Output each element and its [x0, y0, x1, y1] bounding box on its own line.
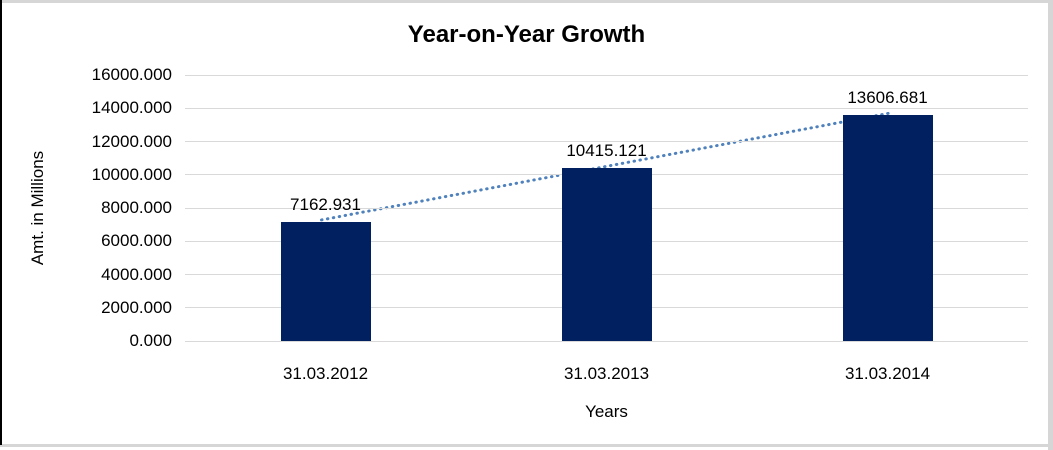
x-axis-title: Years	[585, 402, 628, 421]
x-tick-label: 31.03.2013	[563, 364, 650, 383]
frame-border-right	[1048, 0, 1053, 450]
y-tick-label: 8000.000	[101, 198, 172, 217]
frame-border-top	[0, 0, 1053, 3]
y-tick-label: 10000.000	[91, 164, 172, 184]
y-tick-label: 6000.000	[101, 231, 172, 251]
plot-area: 7162.931 10415.121 13606.681	[185, 74, 1028, 342]
y-tick-label: 16000.000	[91, 65, 172, 84]
chart-title: Year-on-Year Growth	[407, 21, 646, 48]
gridline	[185, 74, 1028, 76]
bar-value-label: 10415.121	[566, 140, 647, 160]
y-tick-label: 14000.000	[91, 98, 172, 118]
bar-31.03.2012	[280, 221, 371, 341]
frame-border-left	[0, 0, 2, 445]
x-tick-label: 31.03.2012	[282, 364, 369, 383]
x-tick-label: 31.03.2014	[844, 364, 931, 383]
gridline	[185, 340, 1028, 342]
bar-31.03.2013	[561, 167, 652, 341]
bar-value-label: 13606.681	[847, 87, 928, 107]
y-tick-label: 2000.000	[101, 297, 172, 317]
gridline	[185, 107, 1028, 109]
gridline	[185, 141, 1028, 142]
frame-border-bottom	[0, 444, 1053, 447]
bar-value-label: 7162.931	[290, 194, 361, 214]
y-tick-label: 4000.000	[101, 264, 172, 284]
y-tick-label: 12000.000	[91, 131, 172, 151]
y-tick-label: 0.000	[129, 331, 172, 350]
bar-31.03.2014	[842, 114, 933, 341]
